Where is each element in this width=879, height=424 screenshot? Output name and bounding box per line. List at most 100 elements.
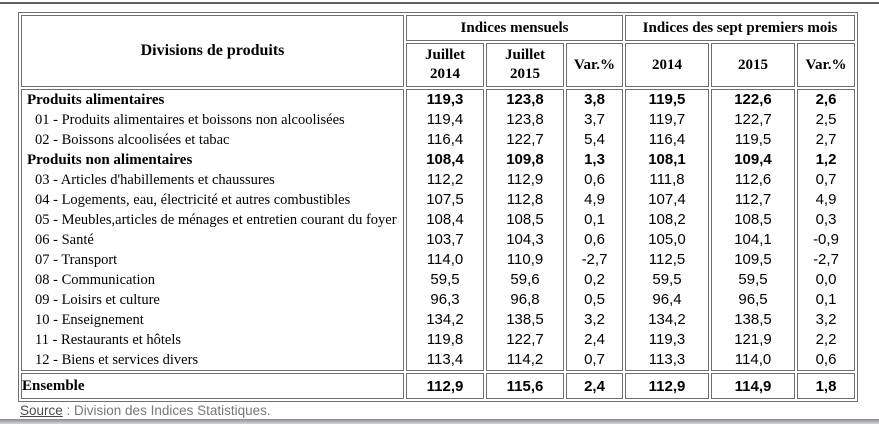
ensemble-label: Ensemble xyxy=(21,373,404,399)
cell-value: 116,4 xyxy=(648,131,686,148)
cell-value: 119,4 xyxy=(426,111,464,128)
row-label: 07 - Transport xyxy=(35,252,118,268)
cell-value: 4,9 xyxy=(815,191,837,208)
cell-value: 104,1 xyxy=(734,231,772,248)
cell-value: 109,5 xyxy=(734,251,772,268)
ensemble-value: 112,9 xyxy=(406,373,484,399)
cell-value: 134,2 xyxy=(648,311,686,328)
cell-value: 3,2 xyxy=(584,311,605,328)
cell-value: 107,5 xyxy=(426,191,464,208)
cell-value: 0,7 xyxy=(584,351,605,368)
row-label: 12 - Biens et services divers xyxy=(35,352,199,368)
cell-value: 108,5 xyxy=(506,211,544,228)
row-label: 09 - Loisirs et culture xyxy=(35,292,160,308)
header-row-sub: Juillet 2014 Juillet 2015 Var.% 2014 201… xyxy=(21,43,855,87)
cell-value: 111,8 xyxy=(649,171,685,188)
cell-value: 113,4 xyxy=(426,351,464,368)
cell-value: 104,3 xyxy=(506,231,544,248)
row-label: 03 - Articles d'habillements et chaussur… xyxy=(35,172,275,188)
cell-value: 0,0 xyxy=(815,271,837,288)
cell-value: 122,7 xyxy=(506,331,544,348)
cell-value: 0,6 xyxy=(584,231,605,248)
cell-value: 108,5 xyxy=(734,211,772,228)
column-header-divisions: Divisions de produits xyxy=(21,15,404,87)
row-label: 10 - Enseignement xyxy=(35,312,144,328)
cell-value: 2,2 xyxy=(815,331,837,348)
cell-value: 119,3 xyxy=(426,91,464,108)
cell-value: 2,7 xyxy=(815,131,837,148)
indices-table: Divisions de produits Indices mensuels I… xyxy=(18,12,858,402)
cell-value: 3,8 xyxy=(584,91,605,108)
body-col-4: 122,6 122,7 119,5 109,4 112,6 112,7 108,5 104,1… xyxy=(711,89,795,371)
cell-value: 108,4 xyxy=(426,151,464,168)
cell-value: 96,5 xyxy=(738,291,768,308)
row-label: 05 - Meubles,articles de ménages et entr… xyxy=(35,212,397,228)
row-label: 02 - Boissons alcoolisées et tabac xyxy=(35,132,230,148)
column-header-2014: 2014 xyxy=(625,43,709,87)
body-col-5: 2,6 2,5 2,7 1,2 0,7 4,9 0,3 -0,9 -2,7 0,0 0,1 3,2 2,… xyxy=(797,89,855,371)
cell-value: 1,3 xyxy=(584,151,605,168)
cell-value: 0,6 xyxy=(815,351,837,368)
row-label: 01 - Produits alimentaires et boissons n… xyxy=(35,112,345,128)
column-header-juillet-2015: Juillet 2015 xyxy=(486,43,564,87)
cell-value: 105,0 xyxy=(648,231,686,248)
cell-value: 119,8 xyxy=(426,331,464,348)
cell-value: -2,7 xyxy=(581,251,608,268)
cell-value: 59,5 xyxy=(738,271,768,288)
cell-value: 109,4 xyxy=(734,151,772,168)
cell-value: -2,7 xyxy=(813,251,839,268)
source-text: : Division des Indices Statistiques. xyxy=(62,403,271,418)
ensemble-value: 115,6 xyxy=(486,373,564,399)
cell-value: 108,1 xyxy=(648,151,686,168)
cell-value: 1,2 xyxy=(815,151,837,168)
cell-value: 119,7 xyxy=(648,111,686,128)
row-label: Produits alimentaires xyxy=(27,92,165,108)
cell-value: 112,2 xyxy=(426,171,464,188)
cell-value: 112,9 xyxy=(506,171,544,188)
cell-value: 138,5 xyxy=(734,311,772,328)
bottom-rule xyxy=(0,419,879,424)
cell-value: 107,4 xyxy=(648,191,686,208)
cell-value: 103,7 xyxy=(426,231,464,248)
body-col-2: 3,8 3,7 5,4 1,3 0,6 4,9 0,1 0,6 -2,7 0,2 0,5 3,2 2,4… xyxy=(566,89,623,371)
header-row-groups: Divisions de produits Indices mensuels I… xyxy=(21,15,855,87)
cell-value: 112,7 xyxy=(734,191,772,208)
cell-value: 3,7 xyxy=(584,111,605,128)
group-header-sept-premiers-mois: Indices des sept premiers mois xyxy=(625,15,855,41)
ensemble-value: 2,4 xyxy=(566,373,623,399)
cell-value: 122,7 xyxy=(506,131,544,148)
cell-value: 113,3 xyxy=(648,351,686,368)
row-label: Produits non alimentaires xyxy=(27,152,193,168)
column-header-var-mensuel: Var.% xyxy=(566,43,623,87)
cell-value: 122,7 xyxy=(734,111,772,128)
body-row: Produits alimentaires 01 - Produits alime… xyxy=(21,89,855,371)
body-col-0: 119,3 119,4 116,4 108,4 112,2 107,5 108,4 103,7… xyxy=(406,89,484,371)
cell-value: 5,4 xyxy=(584,131,605,148)
source-label: Source xyxy=(20,403,63,418)
cell-value: 119,5 xyxy=(734,131,772,148)
cell-value: 96,4 xyxy=(652,291,682,308)
body-col-labels: Produits alimentaires 01 - Produits alime… xyxy=(21,89,404,371)
row-label: 06 - Santé xyxy=(35,232,94,248)
cell-value: 114,0 xyxy=(734,351,772,368)
cell-value: 0,2 xyxy=(584,271,605,288)
cell-value: 0,1 xyxy=(815,291,837,308)
ensemble-value: 112,9 xyxy=(625,373,709,399)
cell-value: 96,3 xyxy=(430,291,460,308)
ensemble-value: 114,9 xyxy=(711,373,795,399)
row-label: 08 - Communication xyxy=(35,272,156,288)
row-label: 04 - Logements, eau, électricité et autr… xyxy=(35,192,351,208)
cell-value: 0,6 xyxy=(584,171,605,188)
cell-value: 2,5 xyxy=(815,111,837,128)
top-rule xyxy=(0,2,879,4)
cell-value: 138,5 xyxy=(506,311,544,328)
ensemble-value: 1,8 xyxy=(797,373,855,399)
body-col-3: 119,5 119,7 116,4 108,1 111,8 107,4 108,2 105,0… xyxy=(625,89,709,371)
cell-value: 123,8 xyxy=(506,111,544,128)
cell-value: 114,0 xyxy=(426,251,464,268)
cell-value: 112,8 xyxy=(506,191,544,208)
cell-value: 112,5 xyxy=(648,251,686,268)
cell-value: 116,4 xyxy=(426,131,464,148)
cell-value: 122,6 xyxy=(734,91,772,108)
